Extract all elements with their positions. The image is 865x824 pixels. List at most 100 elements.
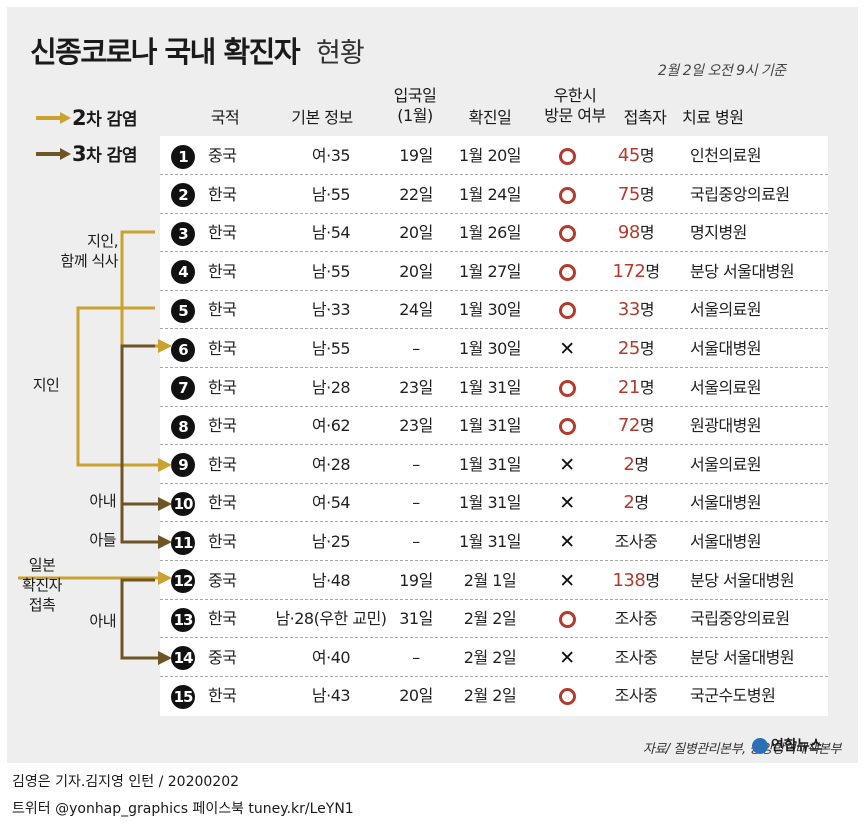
relation-label-son: 아들 bbox=[89, 531, 116, 549]
confirmed-date-cell: 2월 2일 bbox=[463, 609, 517, 629]
hospital-cell: 서울대병원 bbox=[690, 339, 762, 358]
contacts-unit: 명 bbox=[639, 146, 655, 165]
wuhan-visit-cell: ✕ bbox=[542, 484, 592, 522]
hospital-cell: 서울의료원 bbox=[690, 300, 762, 320]
nationality-cell: 중국 bbox=[208, 570, 237, 590]
wuhan-visit-cell: ✕ bbox=[542, 446, 592, 484]
contacts-unit: 명 bbox=[639, 300, 655, 320]
basic-info-cell: 남·33 bbox=[311, 300, 351, 320]
entry-date-cell: – bbox=[412, 532, 420, 551]
row-divider bbox=[160, 521, 828, 523]
contacts-cell: 25명 bbox=[600, 330, 672, 368]
basic-info-cell: 남·55 bbox=[311, 339, 351, 358]
visited-circle-icon bbox=[558, 379, 576, 397]
case-number: 8 bbox=[170, 407, 196, 445]
case-number: 2 bbox=[170, 176, 196, 214]
hospital-cell: 인천의료원 bbox=[690, 146, 762, 165]
table-panel bbox=[160, 136, 828, 716]
header-confirmed-date: 확진일 bbox=[468, 108, 512, 127]
case-number-badge: 14 bbox=[171, 646, 195, 671]
confirmed-date-cell: 1월 31일 bbox=[458, 377, 522, 397]
wuhan-visit-cell bbox=[542, 369, 592, 407]
relation-label-japan-contact: 일본 확진자 접촉 bbox=[22, 556, 62, 614]
relation-label-acquaintance: 지인 bbox=[32, 376, 60, 394]
case-number-badge: 12 bbox=[171, 569, 195, 594]
wuhan-visit-cell: ✕ bbox=[542, 562, 592, 600]
contacts-unit: 명 bbox=[645, 261, 660, 281]
hospital-cell: 국립중앙의료원 bbox=[690, 184, 790, 204]
contacts-cell: 33명 bbox=[600, 291, 672, 329]
contacts-cell: 21명 bbox=[600, 369, 672, 407]
contacts-cell: 2명 bbox=[600, 446, 672, 484]
confirmed-date-cell: 1월 27일 bbox=[458, 261, 522, 281]
case-number-badge: 6 bbox=[171, 337, 195, 362]
table-row: 3 한국 남·54 20일 1월 26일 98명 명지병원 bbox=[160, 214, 828, 253]
case-number: 11 bbox=[170, 523, 196, 561]
nationality-cell: 한국 bbox=[208, 377, 237, 397]
hospital-cell: 서울대병원 bbox=[690, 493, 762, 513]
wuhan-visit-cell bbox=[542, 137, 592, 175]
hospital-cell: 분당 서울대병원 bbox=[690, 570, 795, 590]
nationality-cell: 한국 bbox=[208, 416, 237, 436]
basic-info-cell: 여·28 bbox=[311, 454, 351, 474]
contacts-cell: 조사중 bbox=[600, 677, 672, 715]
hospital-cell: 명지병원 bbox=[690, 223, 747, 243]
entry-date-cell: 19일 bbox=[399, 146, 433, 165]
contacts-cell: 138명 bbox=[600, 562, 672, 600]
header-hospital: 치료 병원 bbox=[682, 108, 744, 127]
table-row: 15 한국 남·43 20일 2월 2일 조사중 국군수도병원 bbox=[160, 677, 828, 715]
row-divider bbox=[160, 482, 828, 484]
case-number: 3 bbox=[170, 214, 196, 252]
nationality-cell: 한국 bbox=[208, 184, 237, 204]
row-divider bbox=[160, 328, 828, 330]
contacts-unit: 명 bbox=[634, 454, 649, 474]
hospital-cell: 분당 서울대병원 bbox=[690, 261, 795, 281]
row-divider bbox=[160, 560, 828, 561]
basic-info-cell: 여·40 bbox=[311, 647, 351, 667]
header-contacts: 접촉자 bbox=[623, 108, 667, 127]
contacts-cell: 75명 bbox=[600, 176, 672, 214]
relation-line-5-to-9 bbox=[76, 306, 162, 467]
relation-line-3-to-6 bbox=[120, 230, 162, 348]
page-title: 신종코로나 국내 확진자 bbox=[30, 35, 301, 69]
basic-info-cell: 남·54 bbox=[311, 223, 351, 243]
wuhan-visit-cell bbox=[542, 600, 592, 638]
hospital-cell: 서울의료원 bbox=[690, 377, 762, 397]
table-row: 4 한국 남·55 20일 1월 27일 172명 분당 서울대병원 bbox=[160, 253, 828, 291]
row-divider bbox=[160, 367, 828, 368]
confirmed-date-cell: 2월 2일 bbox=[463, 647, 517, 667]
entry-date-cell: 31일 bbox=[399, 609, 433, 629]
not-visited-x-icon: ✕ bbox=[559, 492, 575, 515]
table-row: 5 한국 남·33 24일 1월 30일 33명 서울의료원 bbox=[160, 291, 828, 330]
contacts-count: 138 bbox=[612, 569, 646, 591]
wuhan-visit-cell bbox=[542, 176, 592, 214]
wuhan-visit-cell bbox=[542, 253, 592, 291]
contacts-cell: 조사중 bbox=[600, 639, 672, 677]
entry-date-cell: – bbox=[412, 339, 420, 358]
visited-circle-icon bbox=[558, 186, 576, 204]
contacts-unit: 조사중 bbox=[614, 686, 658, 706]
table-row: 11 한국 남·25 – 1월 31일 ✕ 조사중 서울대병원 bbox=[160, 523, 828, 561]
row-divider bbox=[160, 444, 828, 446]
table-row: 8 한국 여·62 23일 1월 31일 72명 원광대병원 bbox=[160, 407, 828, 446]
basic-info-cell: 여·62 bbox=[311, 416, 351, 436]
confirmed-date-cell: 1월 31일 bbox=[458, 532, 522, 551]
hospital-cell: 서울의료원 bbox=[690, 454, 762, 474]
nationality-cell: 한국 bbox=[208, 493, 237, 513]
contacts-count: 2 bbox=[623, 492, 635, 514]
table-row: 12 중국 남·48 19일 2월 1일 ✕ 138명 분당 서울대병원 bbox=[160, 562, 828, 600]
contacts-unit: 명 bbox=[639, 377, 655, 397]
visited-circle-icon bbox=[558, 611, 576, 629]
not-visited-x-icon: ✕ bbox=[559, 338, 575, 360]
legend-2nd-infection: 2차 감염 bbox=[72, 106, 137, 130]
social-links: 트위터 @yonhap_graphics 페이스북 tuney.kr/LeYN1 bbox=[12, 801, 354, 817]
arrow-to-12-icon bbox=[158, 571, 172, 585]
entry-date-cell: 22일 bbox=[399, 184, 433, 204]
date-label: 2월 2일 오전 9시 기준 bbox=[658, 63, 786, 79]
arrow-to-14-icon bbox=[158, 651, 172, 665]
contacts-unit: 명 bbox=[639, 339, 655, 358]
basic-info-cell: 여·54 bbox=[311, 493, 351, 513]
entry-date-cell: 24일 bbox=[399, 300, 433, 320]
basic-info-cell: 여·35 bbox=[311, 146, 351, 165]
contacts-cell: 72명 bbox=[600, 407, 672, 445]
